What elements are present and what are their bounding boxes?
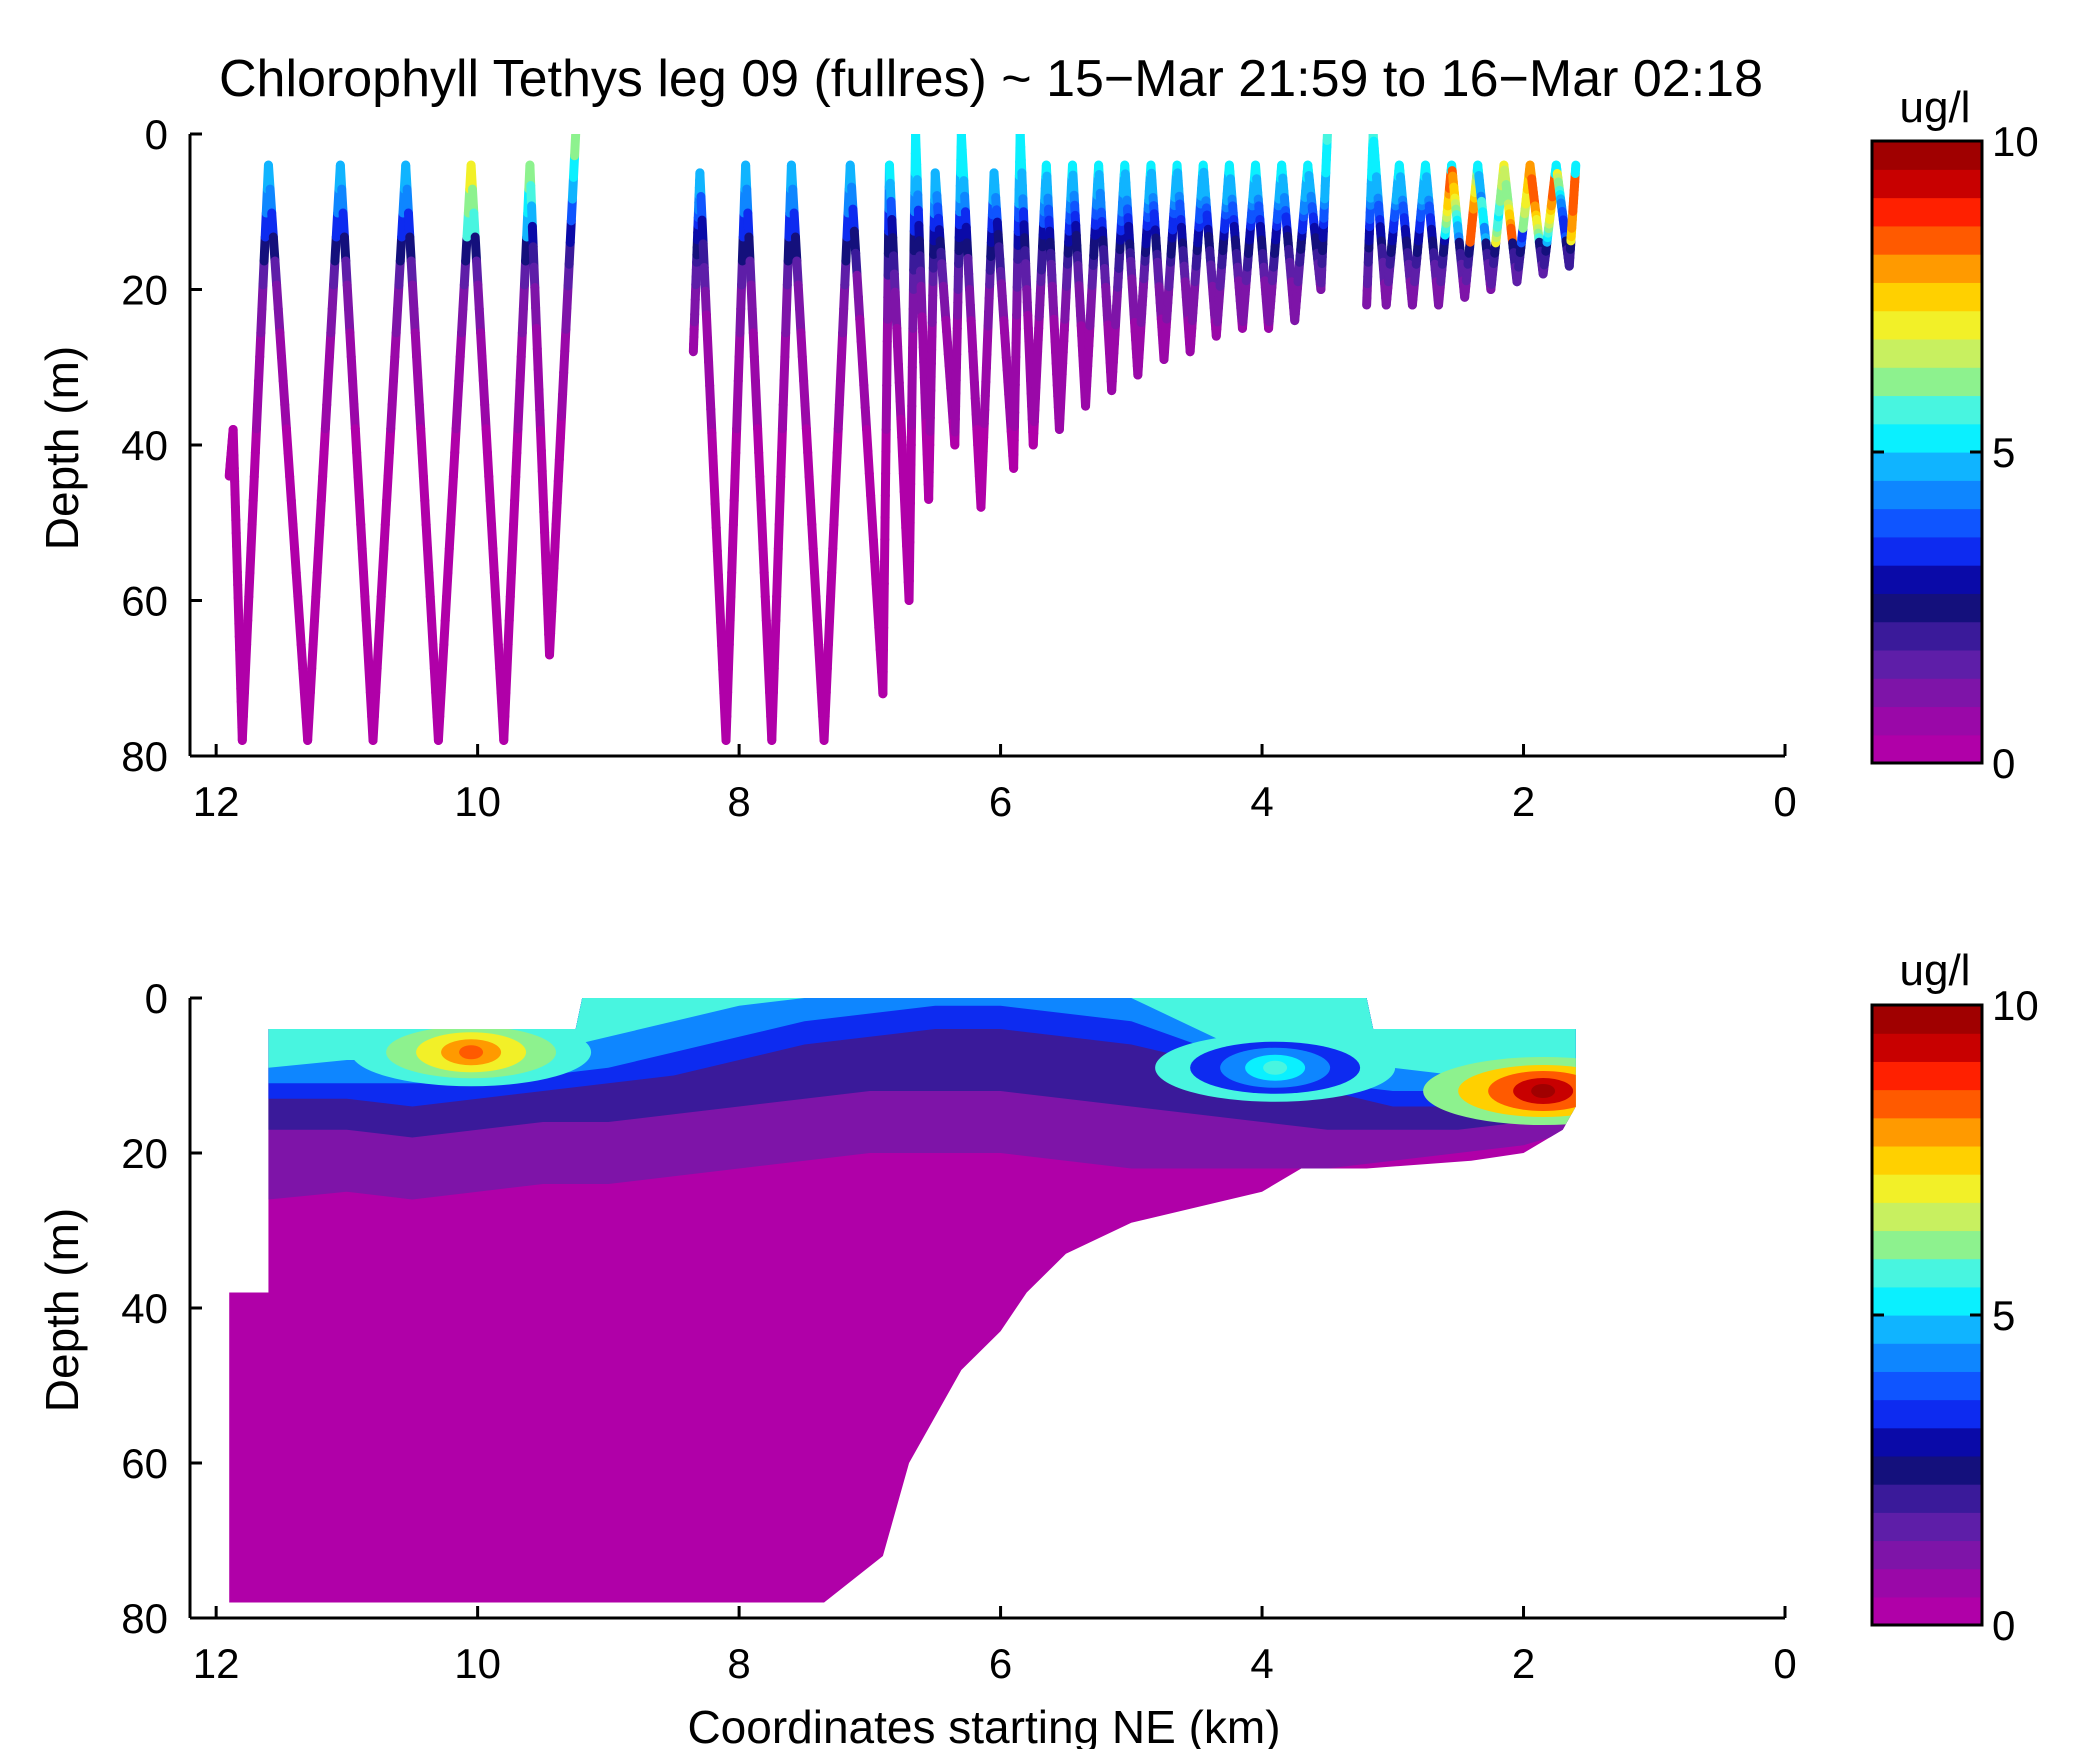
bottom-y-tick-label: 80 [121, 1595, 168, 1642]
colorbar-band [1872, 395, 1982, 425]
bottom-x-tick-label: 2 [1512, 1640, 1535, 1687]
top-x-tick-label: 6 [989, 778, 1012, 825]
contour-peak [1531, 1084, 1556, 1098]
top-x-tick-label: 10 [454, 778, 501, 825]
top-x-tick-label: 8 [727, 778, 750, 825]
colorbar-tick-label: 10 [1992, 118, 2039, 165]
colorbar-band [1872, 706, 1982, 736]
top-x-tick-label: 4 [1250, 778, 1273, 825]
bottom-y-tick-label: 0 [145, 975, 168, 1022]
colorbar-band [1872, 593, 1982, 623]
colorbar-band [1872, 1174, 1982, 1203]
bottom-x-tick-label: 8 [727, 1640, 750, 1687]
colorbar-band [1872, 1033, 1982, 1062]
colorbar-band [1872, 1512, 1982, 1542]
colorbar-band [1872, 1540, 1982, 1570]
colorbar-band [1872, 1484, 1982, 1513]
colorbar-band [1872, 1145, 1982, 1175]
x-axis-label: Coordinates starting NE (km) [687, 1701, 1280, 1749]
colorbar-band [1872, 1230, 1982, 1260]
colorbar-band [1872, 423, 1982, 453]
colorbar-band [1872, 621, 1982, 651]
colorbar-band [1872, 508, 1982, 538]
colorbar-band [1872, 1202, 1982, 1232]
top-x-tick-label: 0 [1773, 778, 1796, 825]
top-y-tick-label: 40 [121, 422, 168, 469]
bottom-colorbar: 10 5 0 [1870, 982, 2039, 1649]
bottom-colorbar-unit: ug/l [1900, 946, 1971, 995]
colorbar-band [1872, 678, 1982, 708]
colorbar-tick-label: 0 [1992, 740, 2015, 787]
colorbar-band [1872, 282, 1982, 312]
chart-title: Chlorophyll Tethys leg 09 (fullres) ~ 15… [219, 50, 1763, 108]
bottom-y-axis-label: Depth (m) [36, 1208, 88, 1412]
colorbar-band [1872, 649, 1982, 679]
colorbar-tick-label: 10 [1992, 982, 2039, 1029]
bottom-x-tick-label: 6 [989, 1640, 1012, 1687]
contour-peak [1263, 1060, 1288, 1075]
bottom-x-tick-label: 0 [1773, 1640, 1796, 1687]
colorbar-band [1872, 1596, 1982, 1626]
colorbar-band [1872, 1005, 1982, 1034]
contour-fill-group [229, 998, 1576, 1603]
colorbar-band [1872, 565, 1982, 594]
bottom-x-tick-label: 4 [1250, 1640, 1273, 1687]
colorbar-band [1872, 254, 1982, 283]
colorbar-band [1872, 480, 1982, 510]
colorbar-band [1872, 338, 1982, 368]
colorbar-tick-label: 5 [1992, 1292, 2015, 1339]
bottom-y-tick-label: 40 [121, 1285, 168, 1332]
colorbar-band [1872, 1258, 1982, 1288]
top-x-tick-label: 2 [1512, 778, 1535, 825]
colorbar-band [1872, 1061, 1982, 1091]
track-segment [570, 134, 581, 161]
top-y-tick-label: 60 [121, 578, 168, 625]
top-y-tick-label: 80 [121, 733, 168, 780]
top-y-tick-label: 0 [145, 111, 168, 158]
bottom-x-tick-label: 10 [454, 1640, 501, 1687]
top-x-tick-label: 12 [193, 778, 240, 825]
colorbar-band [1872, 1399, 1982, 1429]
top-y-axis-label: Depth (m) [36, 346, 88, 550]
colorbar-band [1872, 197, 1982, 227]
colorbar-band [1872, 1455, 1982, 1485]
colorbar-band [1872, 1089, 1982, 1119]
colorbar-band [1872, 225, 1982, 255]
contour-peak [459, 1045, 484, 1060]
top-colorbar-unit: ug/l [1900, 83, 1971, 132]
colorbar-band [1872, 1286, 1982, 1316]
bottom-x-tick-label: 12 [193, 1640, 240, 1687]
bottom-y-tick-label: 60 [121, 1440, 168, 1487]
colorbar-band [1872, 141, 1982, 170]
colorbar-band [1872, 169, 1982, 199]
top-y-tick-label: 20 [121, 267, 168, 314]
top-track-plot [224, 134, 1581, 745]
colorbar-band [1872, 1568, 1982, 1598]
colorbar-band [1872, 452, 1982, 481]
colorbar-band [1872, 1315, 1982, 1344]
bottom-contour-plot [229, 998, 1576, 1603]
colorbar-tick-label: 5 [1992, 429, 2015, 476]
colorbar-band [1872, 310, 1982, 340]
colorbar-band [1872, 734, 1982, 764]
colorbar-tick-label: 0 [1992, 1602, 2015, 1649]
colorbar-band [1872, 1427, 1982, 1457]
colorbar-band [1872, 1371, 1982, 1401]
colorbar-band [1872, 367, 1982, 397]
bottom-y-tick-label: 20 [121, 1130, 168, 1177]
colorbar-band [1872, 1343, 1982, 1372]
colorbar-band [1872, 1117, 1982, 1147]
top-colorbar: 10 5 0 [1870, 118, 2039, 787]
colorbar-band [1872, 536, 1982, 566]
